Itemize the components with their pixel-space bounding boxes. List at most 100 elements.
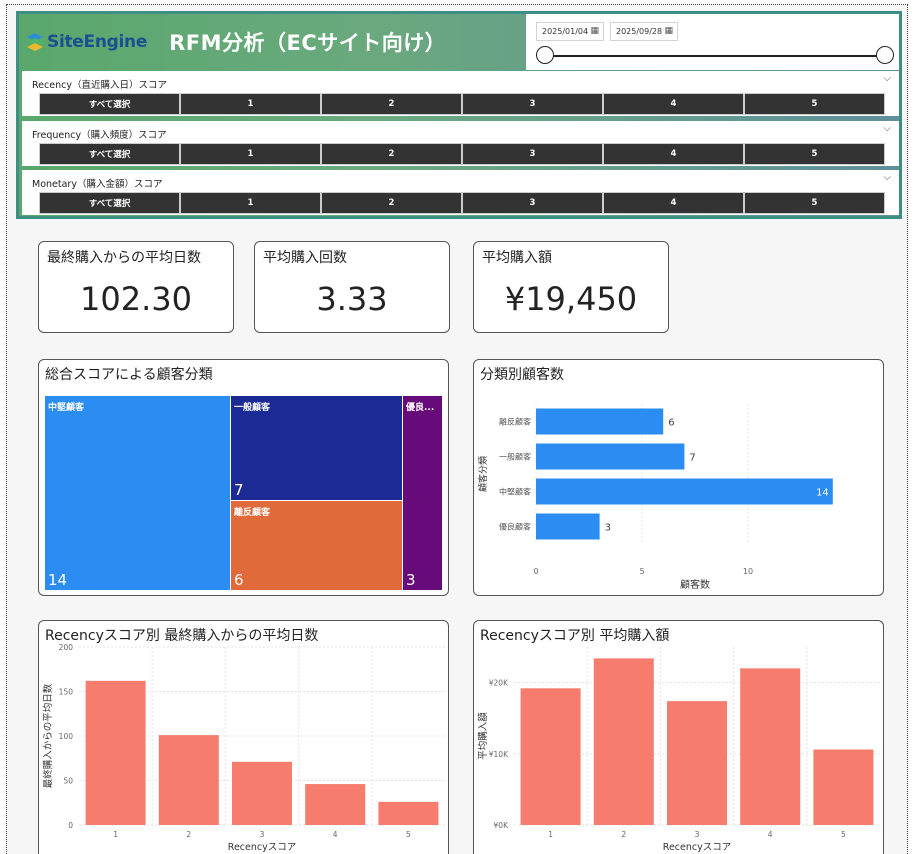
chevron-down-icon[interactable]: ⌵ (883, 123, 891, 134)
bar (85, 680, 146, 825)
treemap-cell-label: 優良... (406, 403, 435, 413)
end-date-value: 2025/09/28 (616, 27, 663, 36)
recency-amount-chart: ¥0K ¥10K ¥20K 1 2 3 4 5 Recencyスコア 平均購入額 (477, 647, 880, 853)
x-tick-label: 5 (841, 830, 846, 839)
slicer-option-4[interactable]: 4 (603, 93, 744, 115)
bar (536, 513, 600, 540)
slicer-option-1[interactable]: 1 (180, 143, 321, 165)
bar (158, 735, 219, 825)
slicer-option-5[interactable]: 5 (744, 143, 885, 165)
bar (536, 408, 664, 435)
date-slider-start-handle[interactable] (536, 46, 554, 64)
recency-amount-chart-card: Recencyスコア別 平均購入額 ¥0K ¥10K ¥20K 1 2 3 4 5 Recenc… (473, 620, 884, 854)
kpi-title: 平均購入回数 (263, 250, 347, 266)
treemap-cell-value: 3 (406, 571, 416, 589)
slicer-option-2[interactable]: 2 (321, 192, 462, 214)
start-date-value: 2025/01/04 (542, 27, 589, 36)
slicer-option-1[interactable]: 1 (180, 93, 321, 115)
date-slider-end-handle[interactable] (876, 46, 894, 64)
slicer-option-3[interactable]: 3 (462, 143, 603, 165)
x-axis-title: Recencyスコア (663, 842, 731, 853)
frequency-slicer: Frequency（購入頻度）スコア ⌵ すべて選択 1 2 3 4 5 (22, 121, 899, 166)
x-axis-title: 顧客数 (680, 578, 710, 591)
slicer-option-3[interactable]: 3 (462, 192, 603, 214)
slicer-option-5[interactable]: 5 (744, 192, 885, 214)
y-tick-label: ¥10K (489, 750, 509, 759)
kpi-avg-days-card: 最終購入からの平均日数 102.30 (38, 241, 234, 333)
bar (378, 801, 439, 825)
date-slider-track[interactable] (544, 55, 883, 57)
report-header: SiteEngine RFM分析（ECサイト向け） 2025/01/04 ▦ 2… (16, 11, 902, 219)
kpi-avg-amount-card: 平均購入額 ¥19,450 (473, 241, 669, 333)
x-tick-label: 5 (639, 567, 644, 576)
kpi-title: 平均購入額 (482, 250, 552, 266)
slicer-option-4[interactable]: 4 (603, 143, 744, 165)
segment-count-chart-card: 分類別顧客数 0 5 10 離反顧客 6 一般顧客 7 中堅顧客 14 優良顧客 3 顧客数 顧客分類 (473, 359, 884, 596)
y-tick-label: 中堅顧客 (499, 487, 531, 497)
bar (593, 658, 654, 825)
slicer-option-2[interactable]: 2 (321, 93, 462, 115)
treemap-cell-yuryo[interactable]: 優良... 3 (403, 396, 442, 590)
calendar-icon[interactable]: ▦ (590, 26, 599, 36)
chart-title: Recencyスコア別 最終購入からの平均日数 (45, 628, 319, 644)
slicer-option-3[interactable]: 3 (462, 93, 603, 115)
recency-days-chart: 0 50 100 150 200 1 2 3 4 5 Recencyスコア 最終購入からの平均日数 (42, 643, 445, 853)
x-tick-label: 5 (406, 830, 411, 839)
y-tick-label: 50 (63, 777, 73, 786)
calendar-icon[interactable]: ▦ (664, 26, 673, 36)
x-tick-label: 1 (113, 830, 118, 839)
kpi-avg-purchases-card: 平均購入回数 3.33 (254, 241, 450, 333)
bar (740, 668, 801, 825)
y-tick-label: 離反顧客 (499, 417, 531, 427)
y-tick-label: ¥20K (489, 679, 509, 688)
chevron-down-icon[interactable]: ⌵ (883, 172, 891, 183)
x-axis-title: Recencyスコア (228, 842, 296, 853)
kpi-value: 3.33 (316, 280, 388, 318)
y-axis-title: 平均購入額 (477, 712, 489, 760)
chevron-down-icon[interactable]: ⌵ (883, 73, 891, 84)
y-tick-label: 優良顧客 (499, 522, 531, 532)
slicer-option-all[interactable]: すべて選択 (39, 192, 180, 214)
data-label: 3 (605, 523, 611, 534)
treemap-cell-rihan[interactable]: 離反顧客 6 (231, 501, 402, 590)
x-tick-label: 3 (695, 830, 700, 839)
y-axis-title: 顧客分類 (477, 456, 489, 492)
treemap-cell-chuken[interactable]: 中堅顧客 14 (45, 396, 230, 590)
x-tick-label: 2 (621, 830, 626, 839)
chart-title: 分類別顧客数 (480, 367, 564, 383)
slicer-title: Monetary（購入金額）スコア (32, 179, 163, 190)
end-date-field[interactable]: 2025/09/28 ▦ (610, 22, 678, 41)
slicer-option-all[interactable]: すべて選択 (39, 143, 180, 165)
treemap-cell-ippan[interactable]: 一般顧客 7 (231, 396, 402, 500)
kpi-value: ¥19,450 (504, 280, 638, 318)
slicer-option-1[interactable]: 1 (180, 192, 321, 214)
slicer-option-all[interactable]: すべて選択 (39, 93, 180, 115)
slicer-options: すべて選択 1 2 3 4 5 (39, 93, 885, 115)
bar (305, 784, 366, 825)
page-title: RFM分析（ECサイト向け） (169, 31, 447, 55)
monetary-slicer: Monetary（購入金額）スコア ⌵ すべて選択 1 2 3 4 5 (22, 170, 899, 215)
y-tick-label: ¥0K (494, 821, 510, 830)
x-tick-label: 10 (743, 567, 753, 576)
bar (666, 701, 728, 825)
slicer-option-4[interactable]: 4 (603, 192, 744, 214)
kpi-title: 最終購入からの平均日数 (47, 250, 201, 266)
date-range-slicer: 2025/01/04 ▦ 2025/09/28 ▦ (526, 14, 899, 70)
y-tick-label: 一般顧客 (499, 452, 531, 462)
data-label: 7 (689, 453, 695, 464)
slicer-option-2[interactable]: 2 (321, 143, 462, 165)
treemap-cell-value: 14 (48, 571, 68, 589)
x-tick-label: 1 (548, 830, 553, 839)
slicer-title: Frequency（購入頻度）スコア (32, 130, 167, 141)
start-date-field[interactable]: 2025/01/04 ▦ (536, 22, 604, 41)
slicer-option-5[interactable]: 5 (744, 93, 885, 115)
treemap-cell-label: 中堅顧客 (48, 403, 85, 413)
treemap-cell-value: 7 (234, 481, 244, 499)
bar (231, 761, 293, 825)
site-engine-logo: SiteEngine (25, 31, 147, 53)
x-tick-label: 2 (186, 830, 191, 839)
slicer-options: すべて選択 1 2 3 4 5 (39, 143, 885, 165)
data-label: 6 (668, 418, 674, 429)
treemap-cell-label: 一般顧客 (234, 403, 271, 413)
kpi-value: 102.30 (80, 280, 192, 318)
